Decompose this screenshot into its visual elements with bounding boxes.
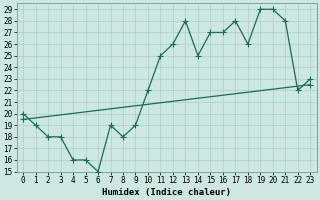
X-axis label: Humidex (Indice chaleur): Humidex (Indice chaleur) <box>102 188 231 197</box>
